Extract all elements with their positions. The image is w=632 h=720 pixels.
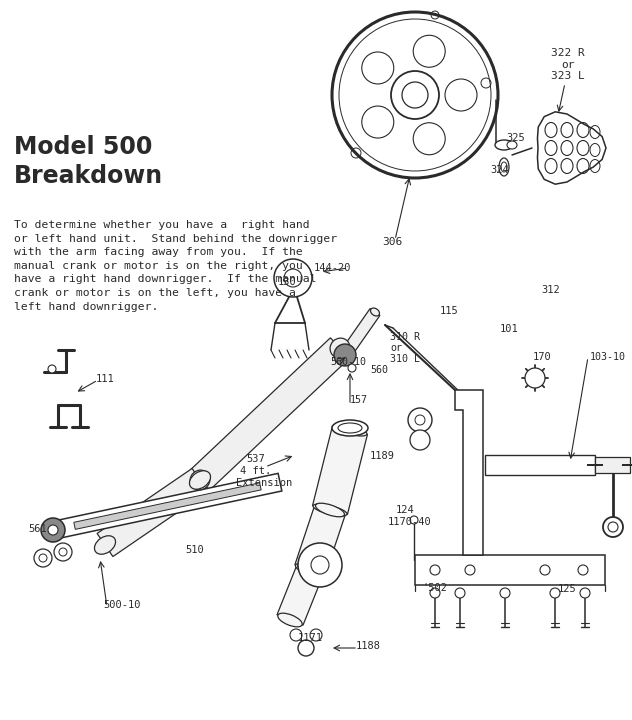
Text: 157: 157 [350,395,368,405]
Text: 101: 101 [500,324,519,334]
Text: 125: 125 [558,584,577,594]
Ellipse shape [338,423,362,433]
Circle shape [39,554,47,562]
Polygon shape [74,483,261,529]
Text: 111: 111 [96,374,115,384]
Ellipse shape [315,503,344,517]
Circle shape [603,517,623,537]
Circle shape [465,565,475,575]
Circle shape [455,588,465,598]
Circle shape [48,525,58,535]
Text: 1171: 1171 [298,633,323,643]
Circle shape [311,556,329,574]
Circle shape [54,543,72,561]
Text: 4 ft.: 4 ft. [240,466,271,476]
Ellipse shape [330,338,350,358]
Circle shape [41,518,65,542]
Circle shape [580,588,590,598]
Text: 500-10: 500-10 [103,600,140,610]
Text: To determine whether you have a  right hand
or left hand unit.  Stand behind the: To determine whether you have a right ha… [14,220,337,312]
Circle shape [334,344,356,366]
Polygon shape [313,426,367,514]
Text: 560: 560 [370,365,388,375]
Text: 1188: 1188 [356,641,381,651]
Polygon shape [97,469,208,557]
Ellipse shape [313,504,347,516]
Text: '502: '502 [422,583,447,593]
Text: 306: 306 [382,237,402,247]
Circle shape [348,364,356,372]
Text: 537: 537 [246,454,265,464]
Text: 325: 325 [506,133,525,143]
Polygon shape [595,457,630,473]
Polygon shape [485,455,595,475]
Ellipse shape [501,162,507,172]
Polygon shape [295,505,345,575]
Circle shape [298,543,342,587]
Circle shape [415,415,425,425]
Text: 510: 510 [185,545,204,555]
Polygon shape [190,338,349,490]
Circle shape [310,629,322,641]
Ellipse shape [296,563,324,577]
Polygon shape [53,473,282,539]
Ellipse shape [278,613,302,627]
Ellipse shape [332,420,368,436]
Circle shape [410,516,418,524]
Polygon shape [455,390,483,555]
Circle shape [48,365,56,373]
Circle shape [430,565,440,575]
Polygon shape [537,112,606,184]
Text: 323 L: 323 L [551,71,585,81]
Text: 144-20: 144-20 [314,263,351,273]
Text: 170: 170 [533,352,552,362]
Text: 1189: 1189 [370,451,395,461]
Circle shape [525,368,545,388]
Text: Extension: Extension [236,478,292,488]
Circle shape [290,629,302,641]
Text: 124: 124 [396,505,415,515]
Polygon shape [415,555,605,585]
Text: 310 L: 310 L [390,354,420,364]
Text: 561: 561 [28,524,47,534]
Polygon shape [277,564,323,625]
Circle shape [59,548,67,556]
Circle shape [408,408,432,432]
Polygon shape [340,309,380,359]
Ellipse shape [333,424,367,436]
Circle shape [298,640,314,656]
Text: or: or [561,60,574,70]
Ellipse shape [298,563,322,577]
Text: 322 R: 322 R [551,48,585,58]
Text: 115: 115 [440,306,459,316]
Text: 103-10: 103-10 [590,352,626,362]
Circle shape [500,588,510,598]
Text: Model 500
Breakdown: Model 500 Breakdown [14,135,163,188]
Ellipse shape [499,158,509,176]
Ellipse shape [370,308,379,316]
Circle shape [540,565,550,575]
Text: 130: 130 [278,277,297,287]
Circle shape [34,549,52,567]
Circle shape [410,430,430,450]
Circle shape [550,588,560,598]
Text: 310 R: 310 R [390,332,420,342]
Text: 560-10: 560-10 [330,357,366,367]
Ellipse shape [190,470,210,490]
Ellipse shape [341,351,349,359]
Text: 1170-40: 1170-40 [388,517,432,527]
Ellipse shape [190,471,210,489]
Text: 312: 312 [541,285,560,295]
Circle shape [608,522,618,532]
Text: 324: 324 [490,165,509,175]
Ellipse shape [507,141,517,149]
Text: or: or [390,343,402,353]
Circle shape [578,565,588,575]
Circle shape [430,588,440,598]
Ellipse shape [495,140,513,150]
Ellipse shape [94,536,116,554]
